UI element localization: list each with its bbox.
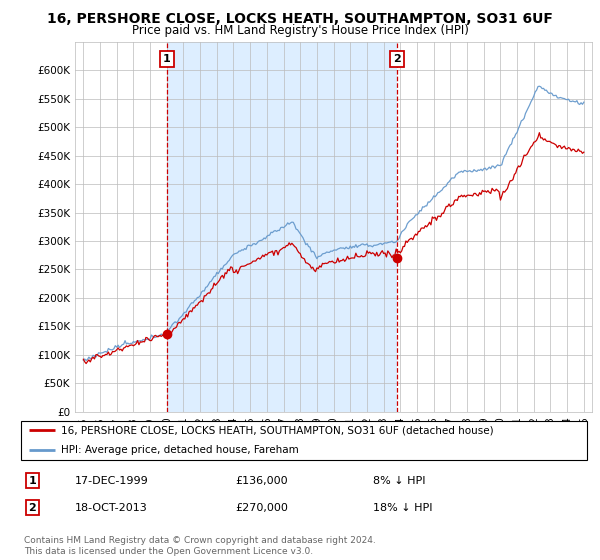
FancyBboxPatch shape <box>21 421 587 460</box>
Text: 2: 2 <box>28 502 36 512</box>
Text: 8% ↓ HPI: 8% ↓ HPI <box>373 475 426 486</box>
Text: 16, PERSHORE CLOSE, LOCKS HEATH, SOUTHAMPTON, SO31 6UF (detached house): 16, PERSHORE CLOSE, LOCKS HEATH, SOUTHAM… <box>61 425 494 435</box>
Text: Contains HM Land Registry data © Crown copyright and database right 2024.
This d: Contains HM Land Registry data © Crown c… <box>24 536 376 556</box>
Text: 1: 1 <box>163 54 170 64</box>
Text: 2: 2 <box>393 54 401 64</box>
Text: 18-OCT-2013: 18-OCT-2013 <box>76 502 148 512</box>
Text: £136,000: £136,000 <box>236 475 289 486</box>
Text: 1: 1 <box>28 475 36 486</box>
Text: £270,000: £270,000 <box>236 502 289 512</box>
Text: 16, PERSHORE CLOSE, LOCKS HEATH, SOUTHAMPTON, SO31 6UF: 16, PERSHORE CLOSE, LOCKS HEATH, SOUTHAM… <box>47 12 553 26</box>
Text: 17-DEC-1999: 17-DEC-1999 <box>76 475 149 486</box>
Text: HPI: Average price, detached house, Fareham: HPI: Average price, detached house, Fare… <box>61 445 299 455</box>
Bar <box>167 42 397 412</box>
Text: Price paid vs. HM Land Registry's House Price Index (HPI): Price paid vs. HM Land Registry's House … <box>131 24 469 37</box>
Text: 18% ↓ HPI: 18% ↓ HPI <box>373 502 433 512</box>
